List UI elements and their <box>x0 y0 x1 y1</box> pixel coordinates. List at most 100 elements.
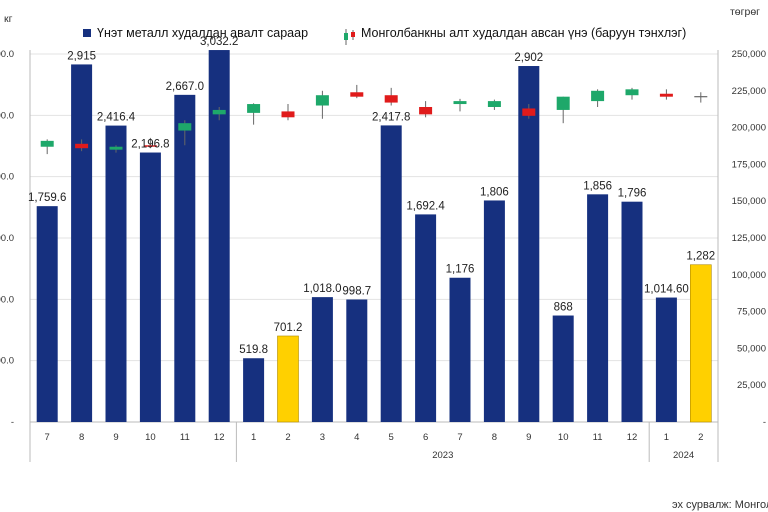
x-tick-label: 10 <box>558 432 569 443</box>
left-tick-label: 2,000.0 <box>0 172 14 183</box>
bar <box>587 194 609 422</box>
x-tick-label: 1 <box>251 432 256 443</box>
right-tick-label: 100,000 <box>732 270 766 281</box>
x-tick-label: 8 <box>79 432 84 443</box>
candle <box>315 90 329 119</box>
bar-value-label: 3,032.2 <box>200 36 238 48</box>
candle-body-down <box>659 93 673 97</box>
bar-value-label: 2,196.8 <box>131 139 169 151</box>
right-tick-label: 225,000 <box>732 86 766 97</box>
left-axis: - 500.0 1,000.0 1,500.0 2,000.0 2,500.0 3,000.… <box>0 49 14 428</box>
candle-body-down <box>522 108 536 116</box>
bar <box>346 299 368 422</box>
bar <box>518 66 540 422</box>
left-tick-label: 2,500.0 <box>0 110 14 121</box>
legend-candle-swatch <box>344 29 355 45</box>
left-tick-label: 500.0 <box>0 356 14 367</box>
right-tick-label: 200,000 <box>732 123 766 134</box>
right-tick-label: 150,000 <box>732 196 766 207</box>
candle-body-up <box>178 123 192 131</box>
left-tick-label: 3,000.0 <box>0 49 14 60</box>
x-tick-label: 12 <box>627 432 638 443</box>
year-group-label: 2023 <box>432 450 453 461</box>
bar <box>243 358 265 422</box>
bar-value-label: 1,692.4 <box>406 200 445 212</box>
bar <box>415 214 437 422</box>
right-tick-label: 175,000 <box>732 159 766 170</box>
candle <box>487 99 501 110</box>
bar-value-label: 701.2 <box>274 322 303 334</box>
bar-value-label: 1,806 <box>480 186 509 198</box>
left-tick-label: - <box>11 417 14 428</box>
candle-body-up <box>40 140 54 147</box>
candle <box>591 89 605 107</box>
bar-value-label: 1,796 <box>618 188 647 200</box>
candle <box>143 137 157 149</box>
candle <box>694 92 708 103</box>
candle <box>247 103 261 125</box>
candle-body-up <box>315 95 329 106</box>
bar <box>449 277 471 422</box>
candle-body-up <box>453 101 467 105</box>
x-tick-label: 7 <box>45 432 50 443</box>
bar <box>621 201 643 422</box>
candle-body-up <box>487 101 501 107</box>
candle-body-down <box>350 92 364 97</box>
candle <box>109 145 123 153</box>
candle-body-down <box>419 106 433 115</box>
bar <box>483 200 505 422</box>
bar-value-label: 1,856 <box>583 180 612 192</box>
candle <box>40 139 54 155</box>
right-axis-unit: төгрөг <box>730 6 760 18</box>
bar <box>277 335 299 423</box>
bar <box>36 206 58 422</box>
candle <box>350 84 364 99</box>
bar <box>655 297 677 422</box>
legend-bar-swatch <box>83 29 91 37</box>
candle-body-up <box>625 89 639 96</box>
left-axis-unit: кг <box>4 13 13 25</box>
x-tick-label: 4 <box>354 432 359 443</box>
candle-body-down <box>75 143 89 149</box>
candle <box>453 98 467 112</box>
legend-bar-label: Үнэт металл худалдан авалт сараар <box>97 26 308 40</box>
bar-value-label: 2,667.0 <box>166 81 204 93</box>
bar-value-label: 1,176 <box>446 264 475 276</box>
bar <box>71 64 93 422</box>
candle-body-up <box>247 104 261 113</box>
x-tick-label: 11 <box>593 432 603 443</box>
candle-body-up <box>556 96 570 110</box>
bar <box>689 264 712 423</box>
bar-value-label: 2,417.8 <box>372 111 410 123</box>
gridlines <box>29 50 719 423</box>
candle <box>659 89 673 100</box>
right-tick-label: 75,000 <box>737 307 766 318</box>
bar-value-label: 2,915 <box>67 50 96 62</box>
x-tick-label: 1 <box>664 432 669 443</box>
candle <box>384 87 398 106</box>
bar <box>380 125 402 422</box>
bar-series <box>36 50 712 423</box>
candle-body-up <box>212 109 226 115</box>
x-tick-label: 11 <box>180 432 190 443</box>
bar <box>208 50 230 422</box>
right-tick-label: 25,000 <box>737 380 766 391</box>
left-tick-label: 1,500.0 <box>0 233 14 244</box>
x-tick-label: 2 <box>698 432 703 443</box>
candle <box>281 104 295 121</box>
legend-candle-label: Монголбанкны алт худалдан авсан үнэ (бар… <box>361 26 686 40</box>
candle <box>522 104 536 119</box>
bar <box>174 94 196 423</box>
x-tick-label: 9 <box>526 432 531 443</box>
candle <box>212 106 226 121</box>
bar-value-label: 1,018.0 <box>303 283 341 295</box>
bar-value-label: 2,416.4 <box>97 112 136 124</box>
candle <box>75 139 89 152</box>
x-tick-label: 12 <box>214 432 225 443</box>
candle-body-down <box>281 111 295 118</box>
bar-value-label: 868 <box>554 302 573 314</box>
candle <box>178 120 192 146</box>
bar-value-label: 1,759.6 <box>28 192 66 204</box>
